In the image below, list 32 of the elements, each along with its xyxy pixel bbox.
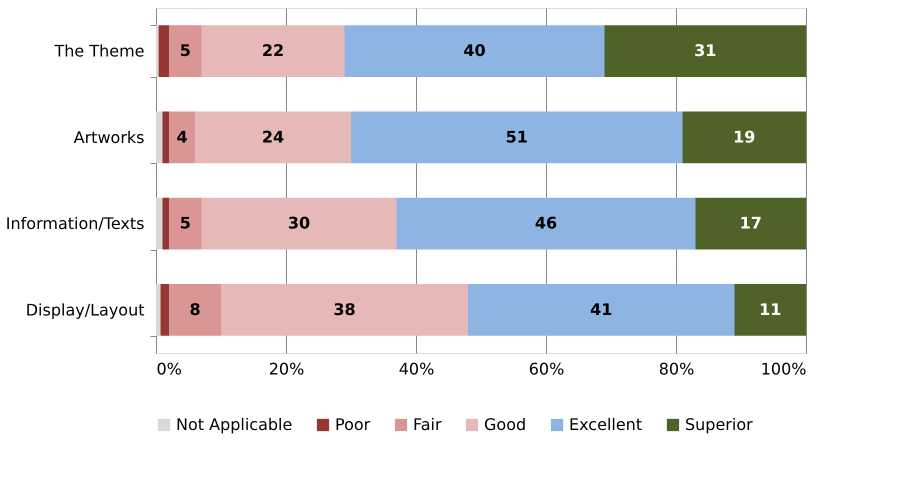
legend-label: Poor xyxy=(335,415,371,434)
data-label: 41 xyxy=(590,300,612,319)
data-label: 4 xyxy=(176,127,188,146)
y-tick-label: Artworks xyxy=(74,128,144,147)
data-label: 5 xyxy=(180,41,191,60)
legend-label: Fair xyxy=(413,415,442,434)
data-label: 40 xyxy=(463,41,486,60)
data-label: 30 xyxy=(288,214,310,233)
data-label: 5 xyxy=(180,214,191,233)
data-label: 38 xyxy=(333,300,356,319)
legend-label: Superior xyxy=(685,415,754,434)
data-label: 17 xyxy=(740,214,762,233)
data-label: 11 xyxy=(759,300,782,319)
data-label: 31 xyxy=(694,41,716,60)
legend-label: Excellent xyxy=(569,415,642,434)
data-label: 8 xyxy=(189,300,201,319)
y-tick-label: Display/Layout xyxy=(26,300,144,320)
data-label: 51 xyxy=(506,127,528,146)
x-tick-label: 100% xyxy=(760,360,806,378)
x-tick-label: 40% xyxy=(398,360,434,378)
x-tick-label: 20% xyxy=(268,360,304,378)
x-tick-label: 80% xyxy=(658,360,694,378)
legend-label: Not Applicable xyxy=(176,415,292,434)
x-tick-label: 60% xyxy=(528,360,564,378)
y-tick-label: The Theme xyxy=(53,42,144,61)
data-label: 19 xyxy=(733,127,756,146)
data-label: 22 xyxy=(262,41,284,60)
y-tick-label: Information/Texts xyxy=(6,214,144,234)
data-label: 46 xyxy=(534,214,558,233)
data-label: 24 xyxy=(262,127,284,146)
x-tick-label: 0% xyxy=(156,360,182,378)
legend-label: Good xyxy=(484,415,526,434)
